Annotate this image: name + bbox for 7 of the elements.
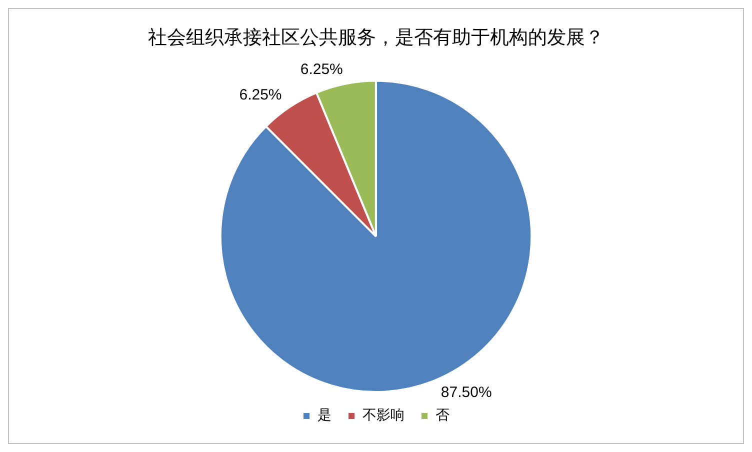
legend-label: 不影响 [362,408,404,424]
legend-label: 否 [436,408,450,424]
chart-title: 社会组织承接社区公共服务，是否有助于机构的发展？ [148,26,604,48]
data-label: 6.25% [239,86,282,104]
legend-label: 是 [318,408,332,424]
data-label: 87.50% [440,384,492,402]
data-label: 6.25% [300,61,343,78]
